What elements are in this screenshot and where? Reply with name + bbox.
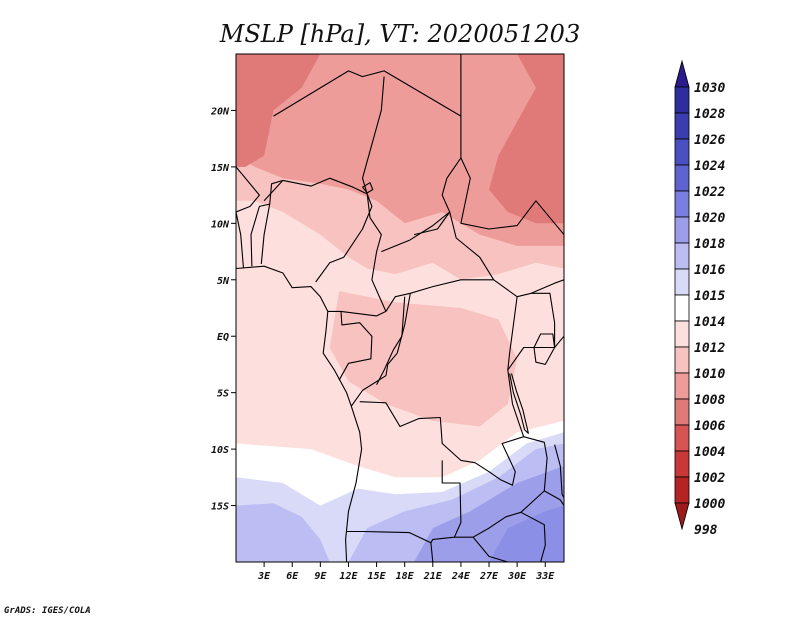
- colorbar-label: 1030: [694, 81, 725, 96]
- colorbar-label: 1018: [694, 237, 725, 252]
- map-frame: [235, 53, 565, 563]
- colorbar-top-arrow: [674, 59, 690, 88]
- colorbar-label: 998: [694, 523, 718, 538]
- colorbar-swatch: [674, 450, 690, 478]
- colorbar-label: 1022: [694, 185, 725, 200]
- coast-lake-victoria: [533, 333, 556, 365]
- lon-tick-label: 12E: [339, 571, 358, 582]
- coast-lake-chad: [362, 182, 374, 194]
- colorbar-swatch: [674, 346, 690, 374]
- region-1010-center: [329, 291, 518, 427]
- lon-tick-label: 33E: [535, 571, 555, 582]
- colorbar-swatch: [674, 86, 690, 114]
- mslp-map: 3E 6E 9E 12E 15E 18E 21E 24E 27E 30E 33E 20N 15N 10N…: [210, 53, 565, 582]
- colorbar-label: 1014: [694, 315, 725, 330]
- colorbar-label: 1028: [694, 107, 725, 122]
- border-sudan: [460, 157, 564, 235]
- colorbar-swatch: [674, 216, 690, 244]
- lon-tick-label: 9E: [314, 571, 327, 582]
- border-benin: [250, 203, 271, 267]
- lon-tick-label: 27E: [479, 571, 499, 582]
- colorbar-swatch: [674, 112, 690, 140]
- border-angola-drc: [359, 401, 524, 486]
- coast-lake-tanganyika: [509, 373, 529, 434]
- colorbar-swatch: [674, 424, 690, 452]
- lat-tick-label: 15S: [211, 502, 229, 513]
- border-uganda-kenya: [531, 292, 556, 348]
- colorbar-swatch: [674, 190, 690, 218]
- lat-tick-label: 20N: [210, 106, 230, 117]
- colorbar-label: 1008: [694, 393, 725, 408]
- colorbar-label: 1004: [694, 445, 725, 460]
- region-1016-south: [236, 503, 330, 562]
- region-1006-ne: [489, 54, 564, 224]
- map-title: MSLP [hPa], VT: 2020051203: [219, 20, 580, 48]
- colorbar-label: 1000: [694, 497, 725, 512]
- lat-tick-label: 15N: [211, 163, 230, 174]
- colorbar-swatch: [674, 268, 690, 296]
- colorbar-label: 1006: [694, 419, 725, 434]
- colorbar-label: 1024: [694, 159, 725, 174]
- latitude-ticks: 20N 15N 10N 5N EQ 5S 10S 15S: [210, 106, 236, 513]
- colorbar-label: 1015: [694, 289, 725, 304]
- coastline-west: [236, 265, 363, 562]
- border-car-north: [381, 211, 495, 281]
- border-niger-libya: [273, 54, 462, 117]
- colorbar-label: 1016: [694, 263, 725, 278]
- border-namibia-botswana: [430, 542, 434, 562]
- colorbar-label: 1002: [694, 471, 725, 486]
- coast-lake-malawi: [554, 444, 564, 498]
- border-drc-north: [350, 293, 411, 407]
- border-congo-gabon: [338, 311, 373, 381]
- lon-tick-label: 6E: [286, 571, 299, 582]
- colorbar-swatch: [674, 242, 690, 270]
- lon-tick-label: 3E: [257, 571, 271, 582]
- colorbar-swatch: [674, 372, 690, 400]
- colorbar-label: 1020: [694, 211, 725, 226]
- border-congo-drc: [376, 296, 406, 386]
- lon-tick-label: 15E: [368, 571, 387, 582]
- colorbar-swatch: [674, 164, 690, 192]
- colorbar-label: 1012: [694, 341, 725, 356]
- border-zimbabwe: [472, 511, 546, 562]
- region-1020-se: [489, 505, 564, 562]
- colorbar-swatch: [674, 476, 690, 504]
- lat-tick-label: 5S: [217, 389, 229, 400]
- colorbar-bottom-arrow: [674, 502, 690, 531]
- border-ghana-togo: [236, 211, 245, 269]
- border-mozambique: [544, 490, 564, 506]
- colorbar-swatch: [674, 320, 690, 348]
- colorbar-swatch: [674, 294, 690, 322]
- region-1006-nw: [236, 54, 321, 167]
- lat-tick-label: 10S: [211, 445, 229, 456]
- colorbar-swatch: [674, 138, 690, 166]
- colorbar-swatch: [674, 398, 690, 426]
- colorbar: 1030 1028 1026 1024 1022 1020 1018 1016 1015 1014…: [674, 59, 725, 538]
- lon-tick-label: 30E: [507, 571, 527, 582]
- longitude-ticks: 3E 6E 9E 12E 15E 18E 21E 24E 27E 30E 33E: [257, 562, 555, 582]
- region-1008-north: [236, 54, 564, 246]
- lat-tick-label: 10N: [211, 219, 230, 230]
- credit-text: GrADS: IGES/COLA: [4, 606, 91, 616]
- lon-tick-label: 21E: [423, 571, 443, 582]
- border-burkina: [236, 166, 260, 213]
- colorbar-label: 1010: [694, 367, 725, 382]
- country-borders: [236, 54, 564, 562]
- border-nigeria-north: [263, 177, 368, 202]
- border-niger-nigeria: [269, 179, 284, 205]
- lon-tick-label: 18E: [396, 571, 415, 582]
- colorbar-label: 1026: [694, 133, 725, 148]
- border-car-south: [385, 279, 494, 312]
- lon-tick-label: 24E: [451, 571, 471, 582]
- pressure-field: [236, 54, 564, 562]
- lat-tick-label: 5N: [217, 276, 230, 287]
- lat-tick-label: EQ: [217, 332, 229, 343]
- border-cameroon: [315, 193, 387, 317]
- border-angola-zambia: [346, 460, 462, 544]
